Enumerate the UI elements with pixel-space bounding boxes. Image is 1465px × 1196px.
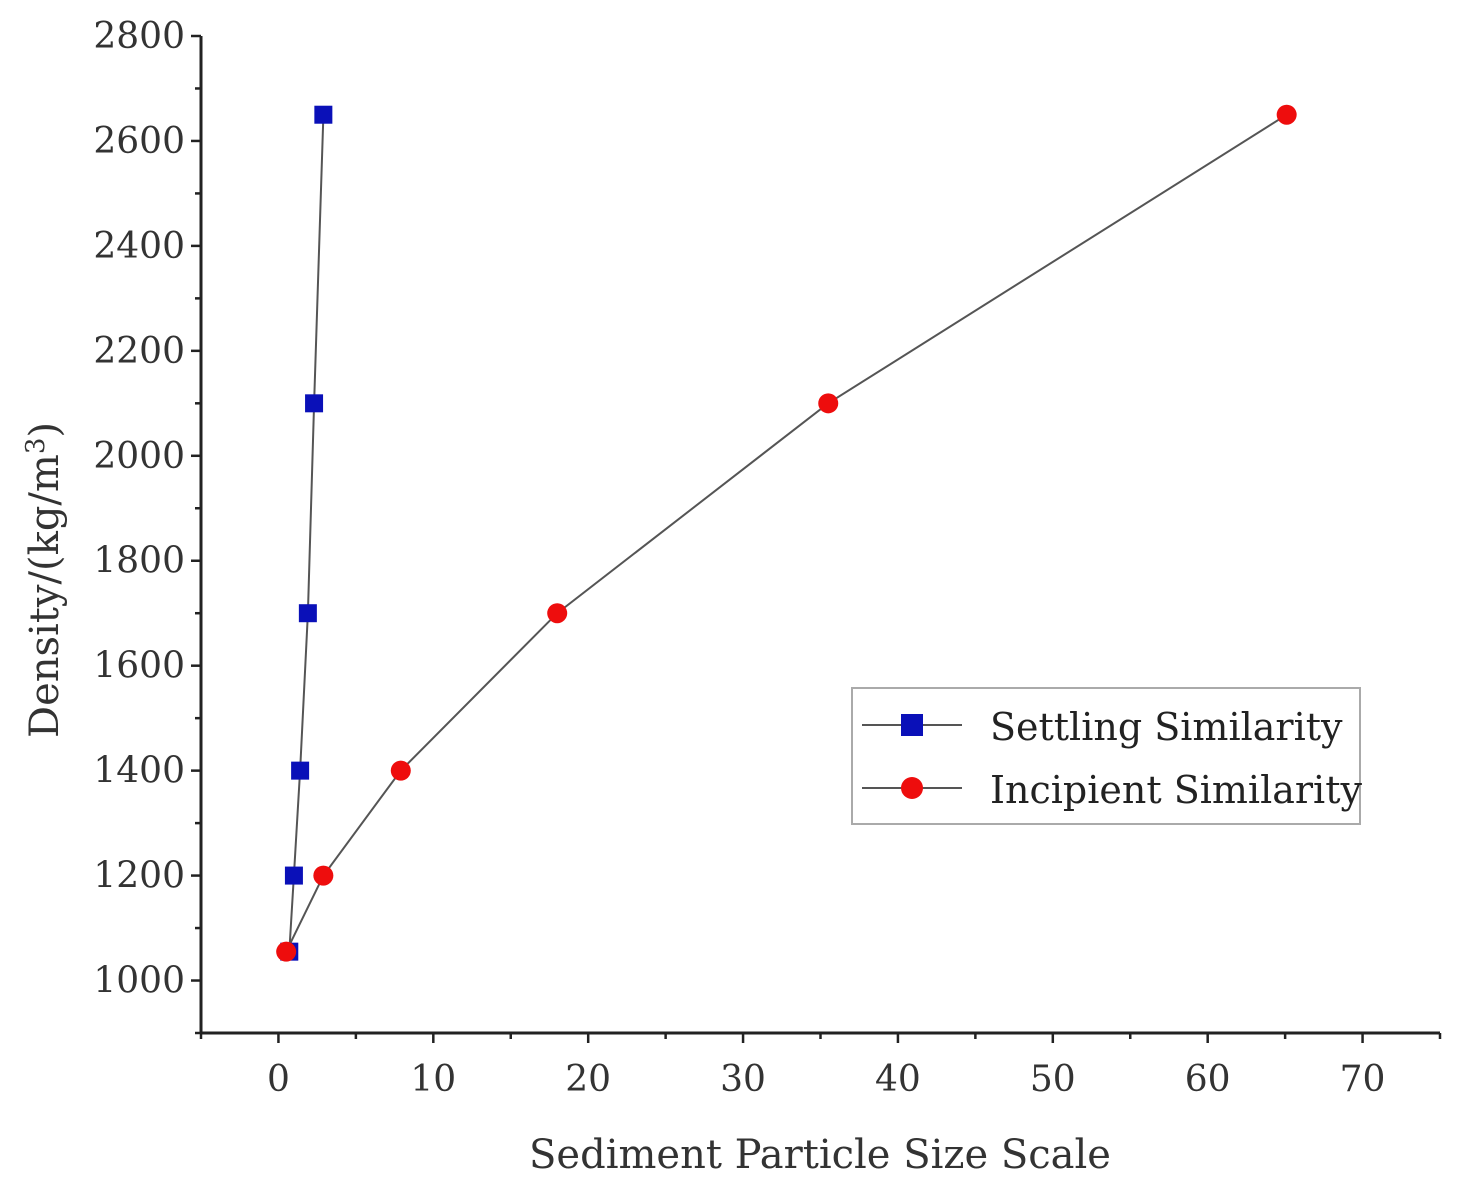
series-line-settling: [288, 114, 325, 952]
x-tick-label: 50: [1030, 1059, 1076, 1100]
legend: Settling Similarity Incipient Similarity: [851, 687, 1362, 825]
plot-area: [276, 104, 1297, 962]
legend-box: [851, 687, 1361, 825]
y-tick-label: 2000: [93, 436, 185, 477]
y-axis-title-end: ): [22, 422, 68, 438]
legend-marker-settling: [901, 714, 923, 736]
data-point-settling: [291, 761, 310, 780]
data-point-incipient: [313, 865, 334, 886]
x-tick-label: 40: [875, 1059, 921, 1100]
y-axis-title: Density/(kg/m3): [21, 422, 68, 738]
x-tick-label: 60: [1185, 1059, 1231, 1100]
x-axis-title: Sediment Particle Size Scale: [529, 1132, 1111, 1178]
y-axis-title-main: Density/(kg/m: [22, 454, 68, 738]
y-tick-label: 2200: [93, 331, 185, 372]
x-tick-label: 0: [267, 1059, 290, 1100]
y-tick-label: 2800: [93, 16, 185, 57]
legend-label-settling: Settling Similarity: [990, 705, 1343, 749]
data-point-settling: [305, 394, 324, 413]
data-point-settling: [284, 866, 303, 885]
x-tick-label: 70: [1340, 1059, 1386, 1100]
y-tick-label: 1400: [93, 751, 185, 792]
y-tick-label: 1800: [93, 541, 185, 582]
data-point-settling: [298, 604, 317, 623]
y-tick-label: 1600: [93, 646, 185, 687]
y-tick-label: 1200: [93, 856, 185, 897]
y-axis-title-superscript: 3: [21, 438, 51, 455]
x-tick-label: 30: [720, 1059, 766, 1100]
series-line-incipient: [285, 113, 1288, 953]
data-point-incipient: [818, 393, 839, 414]
axes: 1000 1200 1400 1600 1800 2000 2200 2400 2600 2800…: [93, 16, 1442, 1100]
legend-label-incipient: Incipient Similarity: [990, 768, 1362, 812]
data-point-incipient: [276, 941, 297, 962]
data-point-incipient: [390, 760, 411, 781]
data-point-incipient: [547, 603, 568, 624]
x-tick-label: 20: [565, 1059, 611, 1100]
data-point-settling: [314, 105, 333, 124]
y-tick-label: 2400: [93, 226, 185, 267]
y-tick-label: 2600: [93, 121, 185, 162]
legend-marker-incipient: [901, 777, 923, 799]
data-point-incipient: [1276, 104, 1297, 125]
y-tick-label: 1000: [93, 961, 185, 1002]
x-tick-label: 10: [410, 1059, 456, 1100]
